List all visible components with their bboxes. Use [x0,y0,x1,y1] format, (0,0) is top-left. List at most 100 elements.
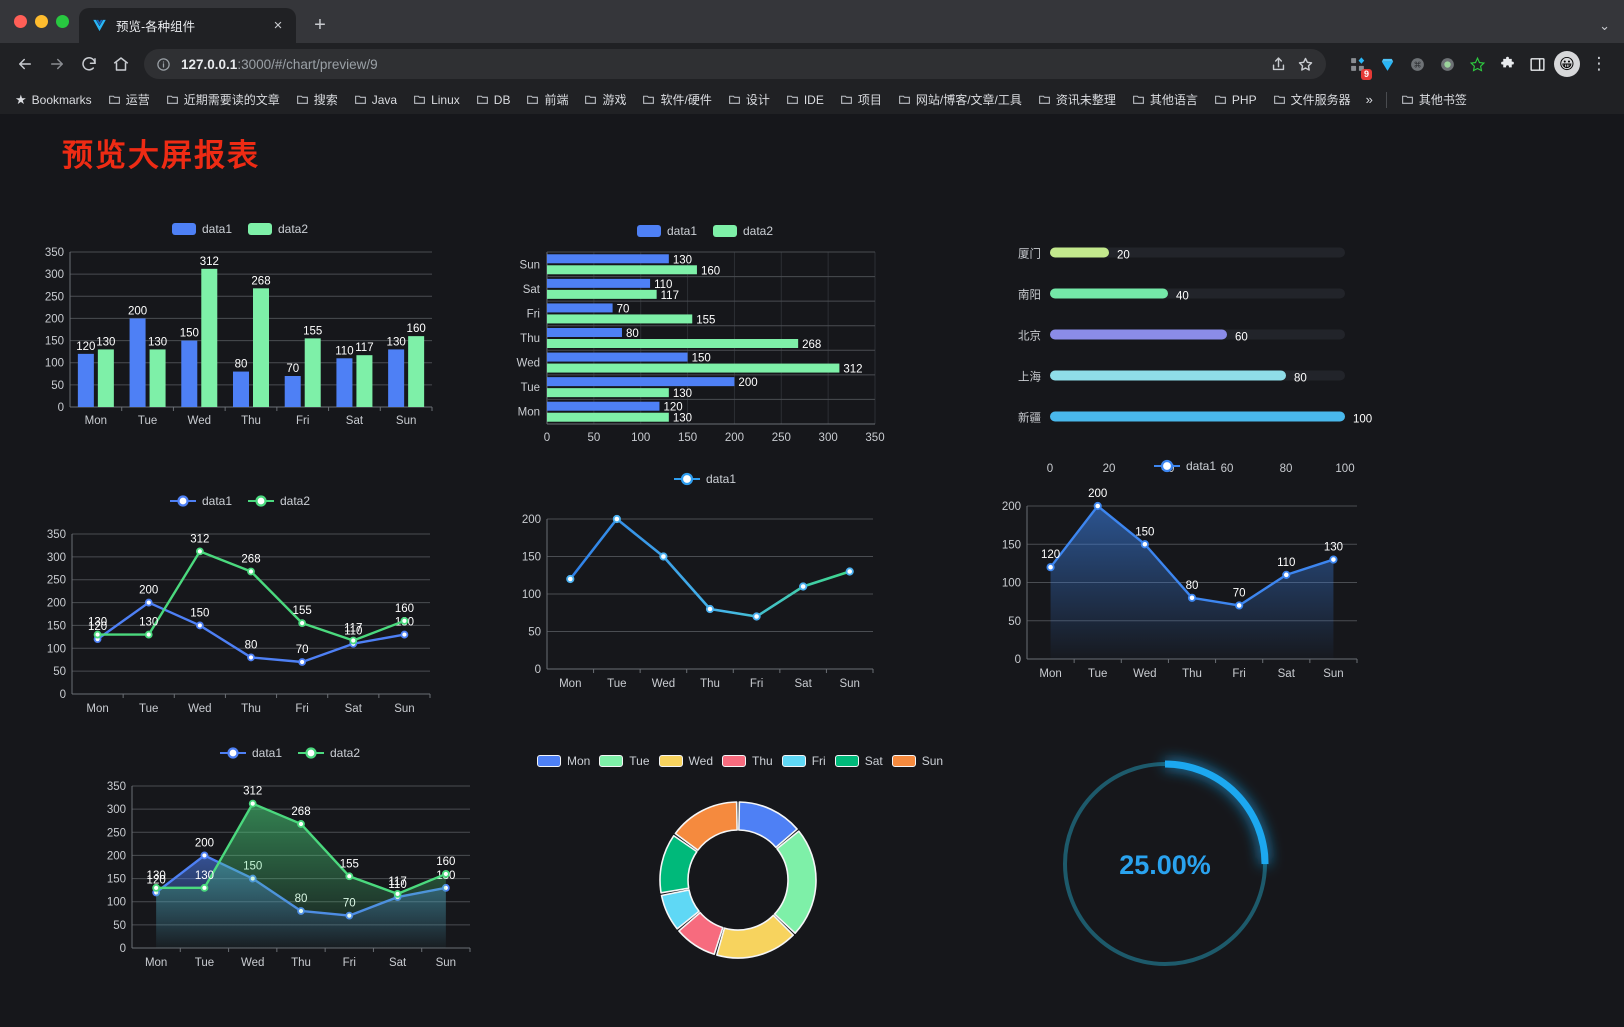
data-point[interactable] [1093,501,1102,511]
share-icon[interactable] [1270,56,1287,73]
legend-item-data1[interactable]: data1 [673,472,736,486]
bar[interactable] [547,401,660,411]
legend-item-data2[interactable]: data2 [248,222,308,236]
pie-slice[interactable] [678,911,724,956]
other-bookmarks-button[interactable]: 其他书签 [1394,88,1474,111]
progress-fill[interactable] [1050,329,1227,340]
address-bar[interactable]: 127.0.0.1:3000/#/chart/preview/9 [144,49,1326,79]
home-button[interactable] [106,49,136,79]
progress-bar-chart[interactable]: 厦门20南阳40北京60上海80新疆100020406080100 [985,222,1385,507]
back-button[interactable] [10,49,40,79]
bar[interactable] [547,339,799,348]
bar[interactable] [149,349,166,407]
legend-item-fri[interactable]: Fri [781,754,826,768]
pie-slice[interactable] [773,830,817,934]
area-chart-two-series[interactable]: 0 50 100 150 200 250 300 350 Mon Tue Wed Thu Fri Sat S… [90,768,490,983]
bar[interactable] [547,412,669,422]
data-point[interactable] [248,799,257,808]
data-point[interactable] [144,598,153,607]
profile-avatar[interactable]: 😀 [1554,51,1580,77]
sidepanel-icon[interactable] [1524,51,1550,77]
area-chart-single[interactable]: 0 50 100 150 200 Mon Tue Wed Thu Fri Sat Sun 120 200 1… [985,481,1385,696]
legend-item-data1[interactable]: data1 [219,746,282,760]
bookmark-folder-8[interactable]: 软件/硬件 [635,88,718,111]
bookmark-folder-5[interactable]: DB [469,90,518,110]
data-point[interactable] [93,630,102,639]
data-point[interactable] [200,883,209,892]
bar[interactable] [181,340,198,407]
data-point[interactable] [297,820,305,828]
bar[interactable] [547,303,613,313]
data-point[interactable] [393,889,402,898]
bar[interactable] [336,358,353,407]
legend-item-data1[interactable]: data1 [1153,459,1216,473]
window-controls[interactable] [12,0,79,43]
command-icon[interactable]: ⌘ [1404,51,1430,77]
legend-item-sun[interactable]: Sun [891,754,943,768]
legend-item-thu[interactable]: Thu [722,754,773,768]
bar[interactable] [304,338,321,407]
bookmark-folder-6[interactable]: 前端 [519,88,575,111]
bookmark-folder-13[interactable]: 资讯未整理 [1031,88,1123,111]
bookmark-folder-10[interactable]: IDE [779,90,831,110]
bookmark-folder-12[interactable]: 网站/博客/文章/工具 [891,88,1029,111]
bar[interactable] [356,355,373,407]
circle-icon[interactable] [1434,51,1460,77]
pie-slice[interactable] [659,834,698,894]
gauge-chart[interactable]: 25.00% [1040,739,1290,989]
donut-chart[interactable] [540,778,940,993]
legend-item-mon[interactable]: Mon [536,754,590,768]
bar[interactable] [547,254,669,264]
data-point[interactable] [195,621,204,630]
bookmark-folder-0[interactable]: 运营 [101,88,157,111]
diamond-icon[interactable] [1374,51,1400,77]
data-point[interactable] [195,547,204,556]
bar[interactable] [547,314,693,324]
bookmark-folder-1[interactable]: 近期需要读的文章 [159,88,287,111]
data-point[interactable] [247,567,255,576]
minimize-window-button[interactable] [35,15,48,28]
bar[interactable] [284,376,301,407]
bar[interactable] [201,268,218,407]
legend-item-wed[interactable]: Wed [658,754,713,768]
data-point[interactable] [144,630,153,639]
bar[interactable] [388,349,405,407]
bar[interactable] [547,388,669,398]
data-point[interactable] [1140,540,1149,549]
data-point[interactable] [705,604,715,614]
line-series[interactable] [568,517,852,618]
bookmark-folder-7[interactable]: 游戏 [577,88,633,111]
bookmark-folder-3[interactable]: Java [347,90,404,110]
legend-item-data2[interactable]: data2 [248,494,310,508]
bar[interactable] [547,278,651,288]
browser-tab[interactable]: 预览-各种组件 × [79,8,296,43]
bar[interactable] [547,265,697,275]
browser-menu-button[interactable]: ⋮ [1590,54,1608,73]
bar[interactable] [547,363,840,373]
legend-item-data1[interactable]: data1 [169,494,232,508]
legend-item-data2[interactable]: data2 [713,224,773,238]
bookmark-folder-14[interactable]: 其他语言 [1125,88,1205,111]
data-point[interactable] [349,636,358,645]
data-point[interactable] [400,630,409,639]
bookmark-manager-button[interactable]: ★ Bookmarks [8,89,99,111]
pie-slice[interactable] [674,801,738,851]
data-point[interactable] [200,851,209,860]
pie-slice[interactable] [716,914,794,959]
legend-item-data2[interactable]: data2 [298,746,360,760]
star-icon[interactable] [1297,56,1314,73]
forward-button[interactable] [42,49,72,79]
data-point[interactable] [1329,555,1338,564]
data-point[interactable] [298,658,307,666]
close-window-button[interactable] [14,15,27,28]
gauge-progress[interactable] [1061,760,1269,968]
bar[interactable] [547,377,735,387]
bookmarks-overflow-button[interactable]: » [1365,92,1373,107]
maximize-window-button[interactable] [56,15,69,28]
data-point[interactable] [845,567,854,576]
bookmark-folder-15[interactable]: PHP [1207,90,1264,110]
legend-item-tue[interactable]: Tue [599,754,650,768]
data-point[interactable] [298,619,307,628]
